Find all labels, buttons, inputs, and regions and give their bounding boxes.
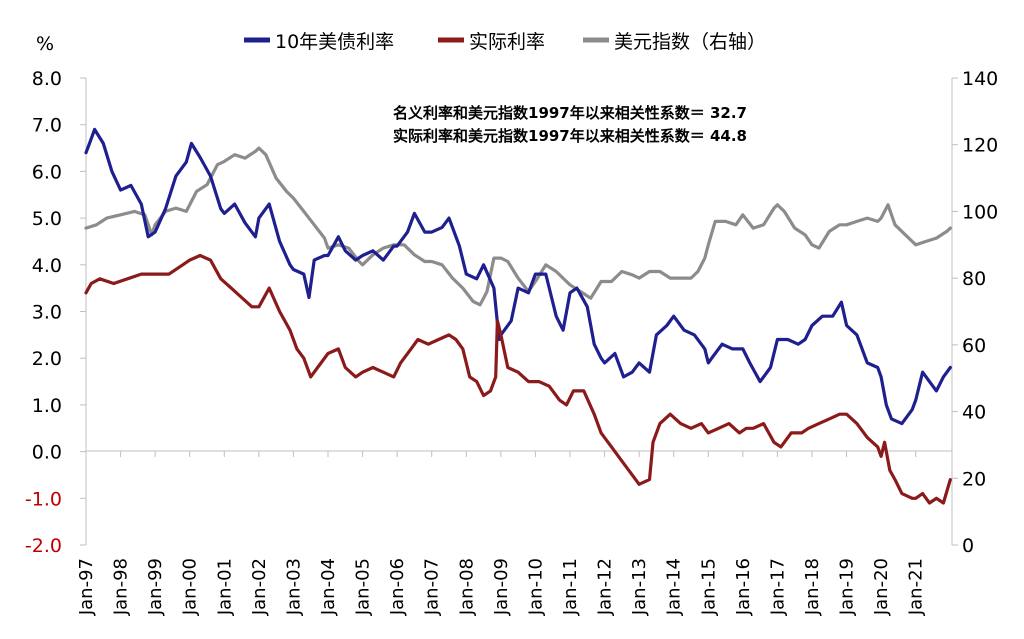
y-left-tick-label: 1.0	[32, 395, 62, 417]
x-tick-label: Jan-99	[145, 558, 166, 616]
y-left-tick-label: 2.0	[32, 348, 62, 370]
x-tick-label: Jan-01	[214, 558, 235, 616]
x-tick-label: Jan-20	[871, 558, 892, 616]
x-tick-label: Jan-11	[560, 558, 581, 616]
x-tick-label: Jan-05	[353, 558, 374, 616]
x-tick-label: Jan-12	[595, 558, 616, 616]
y-left-tick-label: 6.0	[32, 161, 62, 183]
x-tick-label: Jan-97	[76, 558, 97, 616]
y-right-tick-label: 120	[962, 135, 998, 157]
x-tick-label: Jan-07	[422, 558, 443, 616]
series-line-2	[84, 253, 952, 505]
legend-label-series-2: 实际利率	[469, 31, 545, 53]
x-tick-label: Jan-17	[767, 558, 788, 616]
x-tick-label: Jan-04	[318, 558, 339, 616]
x-tick-label: Jan-21	[906, 558, 927, 616]
y-right-tick-label: 60	[962, 335, 986, 357]
y-left-tick-label: 4.0	[32, 255, 62, 277]
y-left-tick-label: 3.0	[32, 302, 62, 324]
x-tick-label: Jan-14	[664, 558, 685, 616]
x-tick-label: Jan-13	[629, 558, 650, 616]
y-right-tick-label: 0	[962, 535, 974, 557]
x-tick-label: Jan-09	[491, 558, 512, 616]
series-line-1	[84, 127, 952, 426]
x-tick-label: Jan-18	[802, 558, 823, 616]
y-left-tick-label: 5.0	[32, 208, 62, 230]
x-tick-label: Jan-06	[387, 558, 408, 616]
y-left-tick-label: -1.0	[25, 488, 62, 510]
x-tick-label: Jan-08	[456, 558, 477, 616]
x-tick-label: Jan-15	[698, 558, 719, 616]
legend-label-series-1: 10年美债利率	[275, 31, 394, 53]
annotation-real-correlation: 实际利率和美元指数1997年以来相关性系数＝ 44.8	[393, 127, 747, 145]
x-tick-label: Jan-19	[837, 558, 858, 616]
x-tick-label: Jan-02	[249, 558, 270, 616]
y-left-tick-label: -2.0	[25, 535, 62, 557]
annotation-nominal-correlation: 名义利率和美元指数1997年以来相关性系数＝ 32.7	[393, 104, 747, 122]
x-tick-label: Jan-10	[525, 558, 546, 616]
y-left-unit-label: %	[36, 33, 54, 55]
y-left-tick-label: 0.0	[32, 442, 62, 464]
x-tick-label: Jan-00	[180, 558, 201, 616]
y-right-tick-label: 140	[962, 68, 998, 90]
x-tick-label: Jan-98	[111, 558, 132, 616]
legend: 10年美债利率 实际利率 美元指数（右轴）	[244, 31, 766, 53]
y-left-tick-label: 7.0	[32, 115, 62, 137]
y-right-tick-label: 20	[962, 468, 986, 490]
y-right-tick-label: 40	[962, 402, 986, 424]
y-right-tick-label: 100	[962, 201, 998, 223]
x-tick-label: Jan-16	[733, 558, 754, 616]
legend-label-series-3: 美元指数（右轴）	[614, 31, 766, 53]
y-left-tick-label: 8.0	[32, 68, 62, 90]
y-right-tick-label: 80	[962, 268, 986, 290]
x-tick-label: Jan-03	[283, 558, 304, 616]
